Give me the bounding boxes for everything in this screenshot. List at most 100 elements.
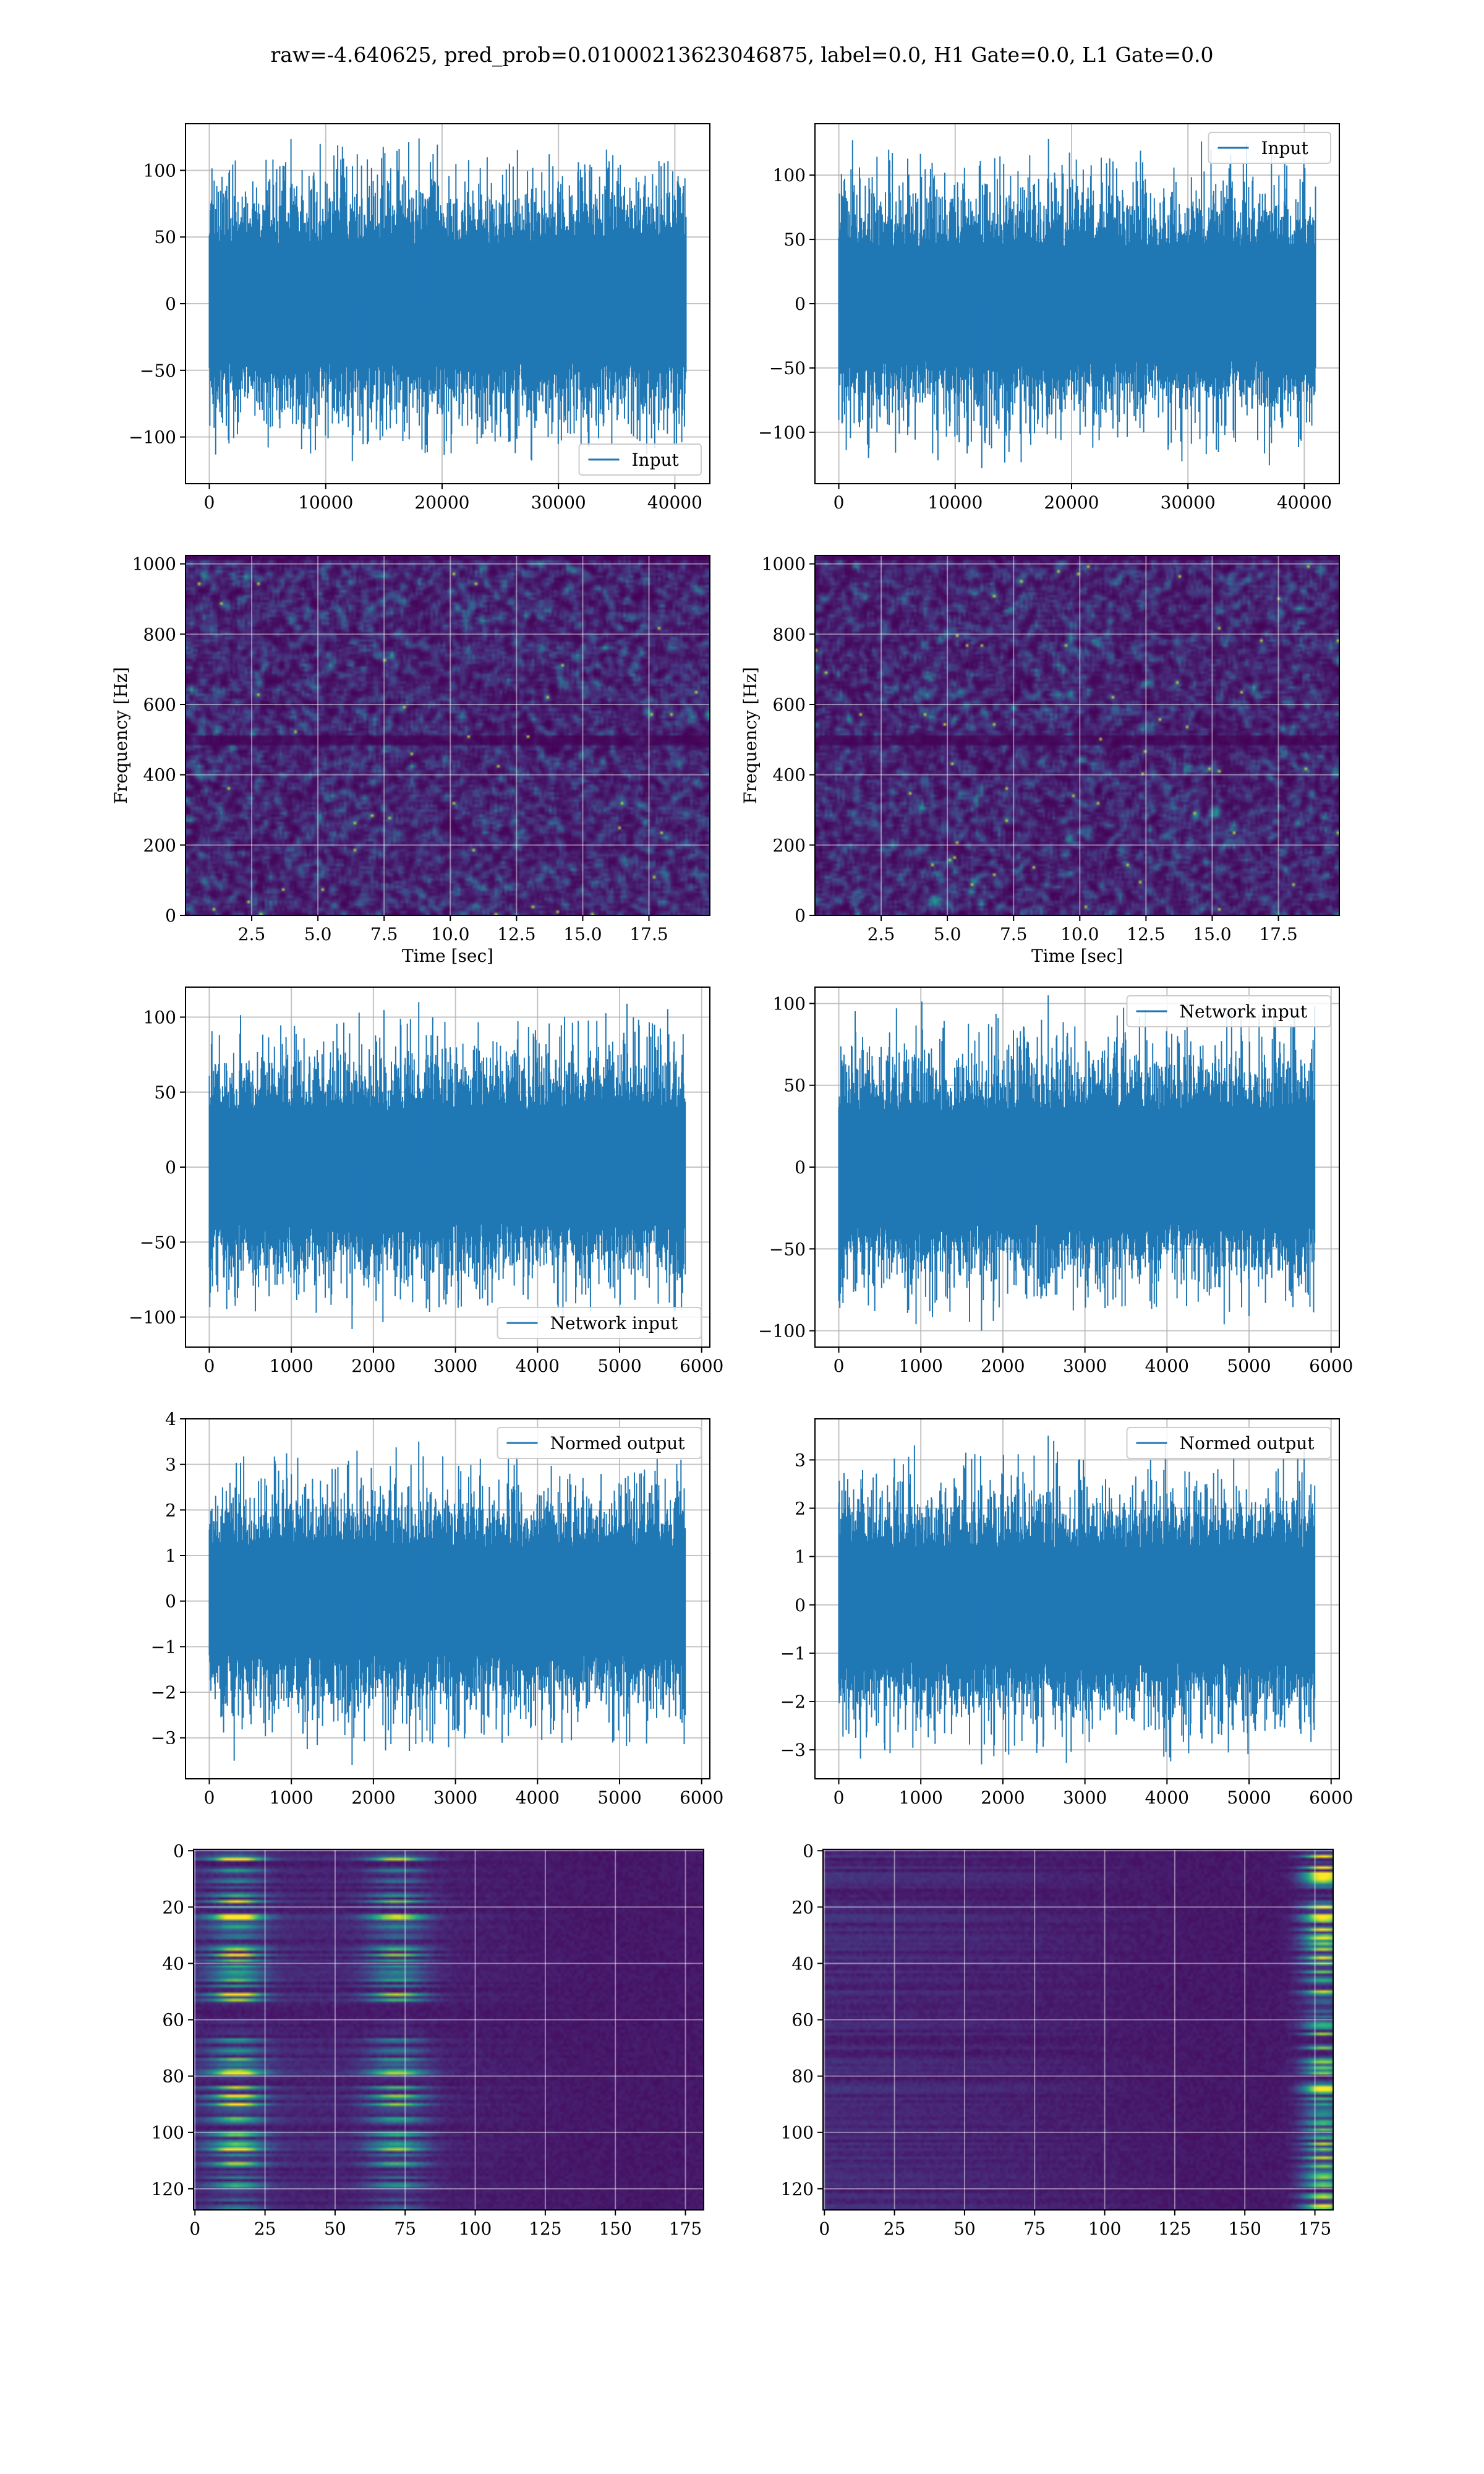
x-tick-label: 0 xyxy=(204,1356,215,1376)
x-tick-label: 40000 xyxy=(647,492,702,513)
x-tick-label: 0 xyxy=(204,1787,215,1808)
legend: Normed output xyxy=(497,1427,702,1459)
y-tick-label: 100 xyxy=(143,1008,176,1028)
series-peaks xyxy=(351,138,420,461)
x-tick-label: 175 xyxy=(1298,2219,1331,2239)
x-tick-label: 20000 xyxy=(1044,492,1099,513)
legend-box xyxy=(1126,995,1331,1027)
y-tick-label: 200 xyxy=(773,835,806,855)
y-tick-label: 2 xyxy=(165,1500,176,1520)
x-tick-label: 5000 xyxy=(1227,1356,1271,1376)
x-tick-label: 6000 xyxy=(680,1787,723,1808)
x-tick-label: 15.0 xyxy=(563,924,602,944)
chart-r4c1: 0 25 50 75 100 125 150 175 0 20 40 60 80 100 120 xyxy=(781,1841,1334,2239)
y-tick-label: 0 xyxy=(165,294,176,314)
legend-box xyxy=(578,443,702,476)
y-tick-label: 0 xyxy=(795,294,806,314)
y-tick-label: −2 xyxy=(780,1692,806,1712)
figure-suptitle: raw=-4.640625, pred_prob=0.0100021362304… xyxy=(270,43,1213,67)
chart-r1c1: 2.5 5.0 7.5 10.0 12.5 15.0 17.5 0 200 400 600 800 10… xyxy=(740,554,1340,966)
y-tick-label: −50 xyxy=(140,361,176,381)
series-line xyxy=(838,140,1316,466)
y-tick-label: 100 xyxy=(151,2123,184,2143)
y-tick-label: 50 xyxy=(783,1076,806,1096)
y-tick-label: 0 xyxy=(165,1591,176,1612)
y-tick-label: 20 xyxy=(162,1897,184,1917)
axes-frame xyxy=(185,555,710,916)
series-input xyxy=(208,138,687,461)
x-tick-label: 2000 xyxy=(351,1787,395,1808)
series-line xyxy=(838,1440,1316,1763)
x-tick-label: 17.5 xyxy=(629,924,668,944)
x-tick-label: 10000 xyxy=(927,492,983,513)
heatmap-image xyxy=(194,1849,704,2210)
x-tick-label: 50 xyxy=(324,2219,346,2239)
y-tick-label: −2 xyxy=(151,1682,176,1703)
y-tick-label: 50 xyxy=(783,229,806,250)
y-tick-label: 1000 xyxy=(762,554,806,575)
y-tick-label: 40 xyxy=(162,1953,184,1974)
y-tick-label: −100 xyxy=(758,422,806,443)
x-tick-label: 1000 xyxy=(270,1356,313,1376)
x-tick-label: 3000 xyxy=(1063,1356,1107,1376)
series-peaks xyxy=(981,139,1049,469)
x-tick-label: 5000 xyxy=(597,1787,641,1808)
x-tick-label: 125 xyxy=(529,2219,561,2239)
x-tick-label: 1000 xyxy=(270,1787,313,1808)
heatmap-image xyxy=(815,555,1339,915)
x-axis-label: Time [sec] xyxy=(402,946,493,966)
y-tick-label: 1 xyxy=(795,1547,806,1567)
heatmap-image xyxy=(186,555,710,915)
y-tick-label: −1 xyxy=(151,1637,176,1657)
legend: Input xyxy=(1208,132,1331,164)
y-tick-label: 3 xyxy=(795,1450,806,1470)
chart-r2c0: 0 1000 2000 3000 4000 5000 6000 −100 −50 0 50 100 Ne… xyxy=(129,987,723,1376)
y-tick-label: 600 xyxy=(773,695,806,715)
y-tick-label: 60 xyxy=(791,2010,814,2031)
y-tick-label: 3 xyxy=(165,1455,176,1475)
y-tick-label: 1000 xyxy=(132,554,176,575)
x-tick-label: 0 xyxy=(834,1356,845,1376)
series-peaks xyxy=(981,1436,1049,1765)
x-tick-label: 175 xyxy=(669,2219,702,2239)
y-tick-label: 0 xyxy=(795,1157,806,1178)
y-tick-label: 80 xyxy=(162,2066,184,2087)
x-tick-label: 125 xyxy=(1158,2219,1191,2239)
y-tick-label: 0 xyxy=(803,1841,814,1861)
series-line xyxy=(208,139,687,461)
x-tick-label: 4000 xyxy=(1145,1787,1189,1808)
grid xyxy=(194,1849,704,2210)
y-tick-label: 800 xyxy=(773,624,806,644)
chart-r2c1: 0 1000 2000 3000 4000 5000 6000 −100 −50 0 50 100 Ne… xyxy=(758,987,1353,1376)
x-tick-label: 10000 xyxy=(298,492,353,513)
y-tick-label: 80 xyxy=(791,2066,814,2087)
series-line xyxy=(208,1003,686,1322)
legend-label: Normed output xyxy=(1180,1433,1315,1453)
axes-frame xyxy=(814,555,1340,916)
x-tick-label: 4000 xyxy=(1145,1356,1189,1376)
x-tick-label: 100 xyxy=(459,2219,492,2239)
chart-r1c0: 2.5 5.0 7.5 10.0 12.5 15.0 17.5 0 200 400 600 800 10… xyxy=(111,554,710,966)
x-tick-label: 5.0 xyxy=(934,924,962,944)
y-tick-label: 120 xyxy=(781,2179,814,2199)
x-tick-label: 6000 xyxy=(1309,1356,1353,1376)
x-tick-label: 3000 xyxy=(433,1787,477,1808)
x-tick-label: 4000 xyxy=(516,1356,560,1376)
legend: Network input xyxy=(1126,995,1331,1027)
x-tick-label: 7.5 xyxy=(1000,924,1028,944)
x-tick-label: 0 xyxy=(834,492,845,513)
x-tick-label: 40000 xyxy=(1277,492,1332,513)
y-tick-label: 100 xyxy=(773,165,806,186)
x-tick-label: 2.5 xyxy=(868,924,895,944)
y-axis-label: Frequency [Hz] xyxy=(111,667,131,803)
x-tick-label: 1000 xyxy=(899,1356,943,1376)
x-tick-label: 20000 xyxy=(414,492,469,513)
x-tick-label: 5000 xyxy=(597,1356,641,1376)
x-tick-label: 6000 xyxy=(680,1356,723,1376)
x-tick-label: 0 xyxy=(189,2219,200,2239)
y-tick-label: 40 xyxy=(791,1953,814,1974)
x-tick-label: 75 xyxy=(1023,2219,1046,2239)
legend-box xyxy=(497,1427,702,1459)
heatmap-image xyxy=(823,1849,1333,2210)
